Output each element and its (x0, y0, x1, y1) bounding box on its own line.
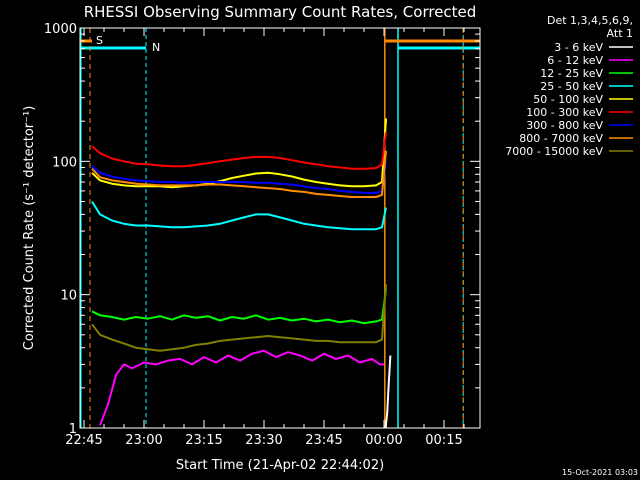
legend-label-7: 800 - 7000 keV (519, 132, 603, 145)
legend-label-6: 300 - 800 keV (526, 119, 603, 132)
y-axis-label: Corrected Count Rate (s⁻¹ detector⁻¹) (22, 106, 37, 351)
x-axis-label: Start Time (21-Apr-02 22:44:02) (176, 458, 384, 473)
y-axis: 1 10 100 1000 (44, 22, 480, 437)
series-line-1 (99, 349, 384, 426)
night-label: N (152, 41, 160, 54)
y-tick-label-2: 100 (52, 155, 77, 170)
series-line-6 (91, 161, 387, 194)
legend-header-line-2: Att 1 (607, 27, 633, 40)
legend-header-line-1: Det 1,3,4,5,6,9, (547, 14, 633, 27)
series-line-2 (91, 288, 387, 325)
series-line-8 (91, 284, 387, 352)
x-axis: 22:45 23:00 23:15 23:30 23:45 00:00 00:15 (65, 28, 465, 448)
generation-timestamp: 15-Oct-2021 03:03 (562, 468, 638, 477)
y-tick-label-1: 10 (60, 289, 77, 304)
saa-label: S (96, 34, 103, 47)
series-line-3 (91, 200, 387, 231)
chart-title: RHESSI Observing Summary Count Rates, Co… (84, 3, 477, 21)
y-tick-label-3: 1000 (44, 22, 77, 37)
x-tick-label-2: 23:15 (185, 433, 222, 448)
x-tick-label-6: 00:15 (425, 433, 462, 448)
series-line-5 (91, 132, 387, 170)
legend-label-4: 50 - 100 keV (533, 93, 603, 106)
x-tick-label-5: 00:00 (365, 433, 402, 448)
x-tick-label-4: 23:45 (305, 433, 342, 448)
x-tick-label-3: 23:30 (245, 433, 282, 448)
plot-frame (79, 27, 481, 429)
legend-label-1: 6 - 12 keV (547, 54, 603, 67)
legend-label-5: 100 - 300 keV (526, 106, 603, 119)
x-tick-label-1: 23:00 (125, 433, 162, 448)
y-tick-label-0: 1 (69, 422, 77, 437)
legend-label-2: 12 - 25 keV (540, 67, 603, 80)
legend-label-3: 25 - 50 keV (540, 80, 603, 93)
plot-content: NS (80, 28, 480, 429)
series-line-4 (91, 118, 387, 189)
series-line-7 (91, 150, 387, 198)
series-line-0 (384, 355, 392, 429)
x-tick-label-0: 22:45 (65, 433, 102, 448)
legend-label-8: 7000 - 15000 keV (505, 145, 603, 158)
legend-label-0: 3 - 6 keV (554, 41, 603, 54)
